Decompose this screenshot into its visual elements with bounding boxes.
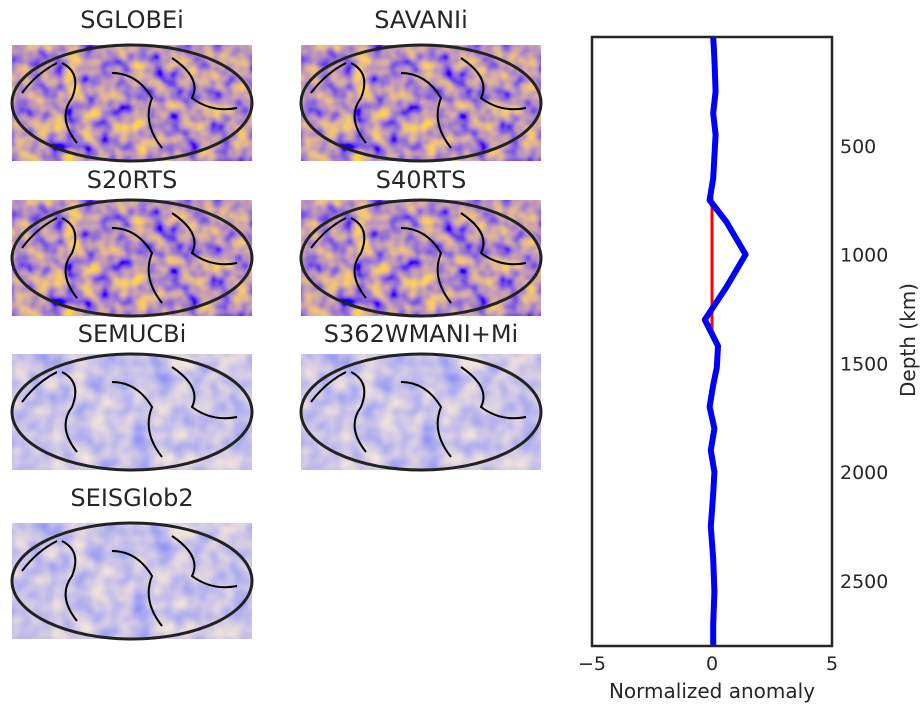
map-border: [10, 521, 254, 641]
map-panel-s40rts: S40RTS: [299, 166, 543, 318]
x-tick-label: 0: [706, 653, 718, 675]
y-tick-label: 500: [840, 136, 876, 158]
map-border: [10, 198, 254, 318]
map-texture: [301, 45, 541, 161]
map-border: [299, 43, 543, 163]
y-ticks: 500 1000 1500 2000 2500: [840, 136, 888, 593]
x-ticks: −5 0 5: [578, 653, 838, 675]
coastline: [310, 366, 527, 458]
map-panel-sglobei: SGLOBEi: [10, 6, 254, 163]
map-title: S40RTS: [376, 166, 467, 194]
x-axis-label: Normalized anomaly: [609, 679, 815, 703]
map-title: SEISGlob2: [70, 484, 193, 512]
x-tick-label: −5: [578, 653, 606, 675]
coastline: [21, 535, 238, 627]
map-border: [299, 352, 543, 472]
y-tick-label: 2000: [840, 462, 888, 484]
map-border: [299, 198, 543, 318]
map-border: [10, 352, 254, 472]
y-tick-label: 1000: [840, 245, 888, 267]
map-texture: [12, 354, 252, 470]
map-title: SAVANIi: [374, 6, 468, 34]
map-texture: [12, 523, 252, 639]
coastline: [21, 57, 238, 149]
coastline: [21, 212, 238, 304]
map-title: S20RTS: [87, 166, 178, 194]
map-title: SGLOBEi: [80, 6, 184, 34]
coastline: [310, 57, 527, 149]
map-panel-semucbi: SEMUCBi: [10, 320, 254, 472]
series-line-1: [701, 36, 749, 646]
map-panel-s362wmani-mi: S362WMANI+Mi: [299, 320, 543, 472]
map-texture: [12, 200, 252, 316]
map-panels: SGLOBEi SAVANIi S20RTS S40RTS SEMUCBi: [10, 6, 543, 641]
map-panel-s20rts: S20RTS: [10, 166, 254, 318]
series-layer: [701, 36, 749, 646]
y-tick-label: 2500: [840, 571, 888, 593]
coastline: [310, 212, 527, 304]
map-texture: [301, 354, 541, 470]
map-panel-savanii: SAVANIi: [299, 6, 543, 163]
map-title: S362WMANI+Mi: [324, 320, 518, 348]
map-border: [10, 43, 254, 163]
y-axis-label: Depth (km): [896, 283, 920, 397]
y-tick-label: 1500: [840, 353, 888, 375]
coastline: [21, 366, 238, 458]
map-title: SEMUCBi: [78, 320, 187, 348]
map-texture: [12, 45, 252, 161]
x-tick-label: 5: [826, 653, 838, 675]
depth-profile-chart: −5 0 5 500 1000 1500 2000 2500 Normalized anom…: [578, 35, 920, 703]
map-panel-seisglob2: SEISGlob2: [10, 484, 254, 641]
plot-frame: [590, 35, 834, 648]
map-texture: [301, 200, 541, 316]
